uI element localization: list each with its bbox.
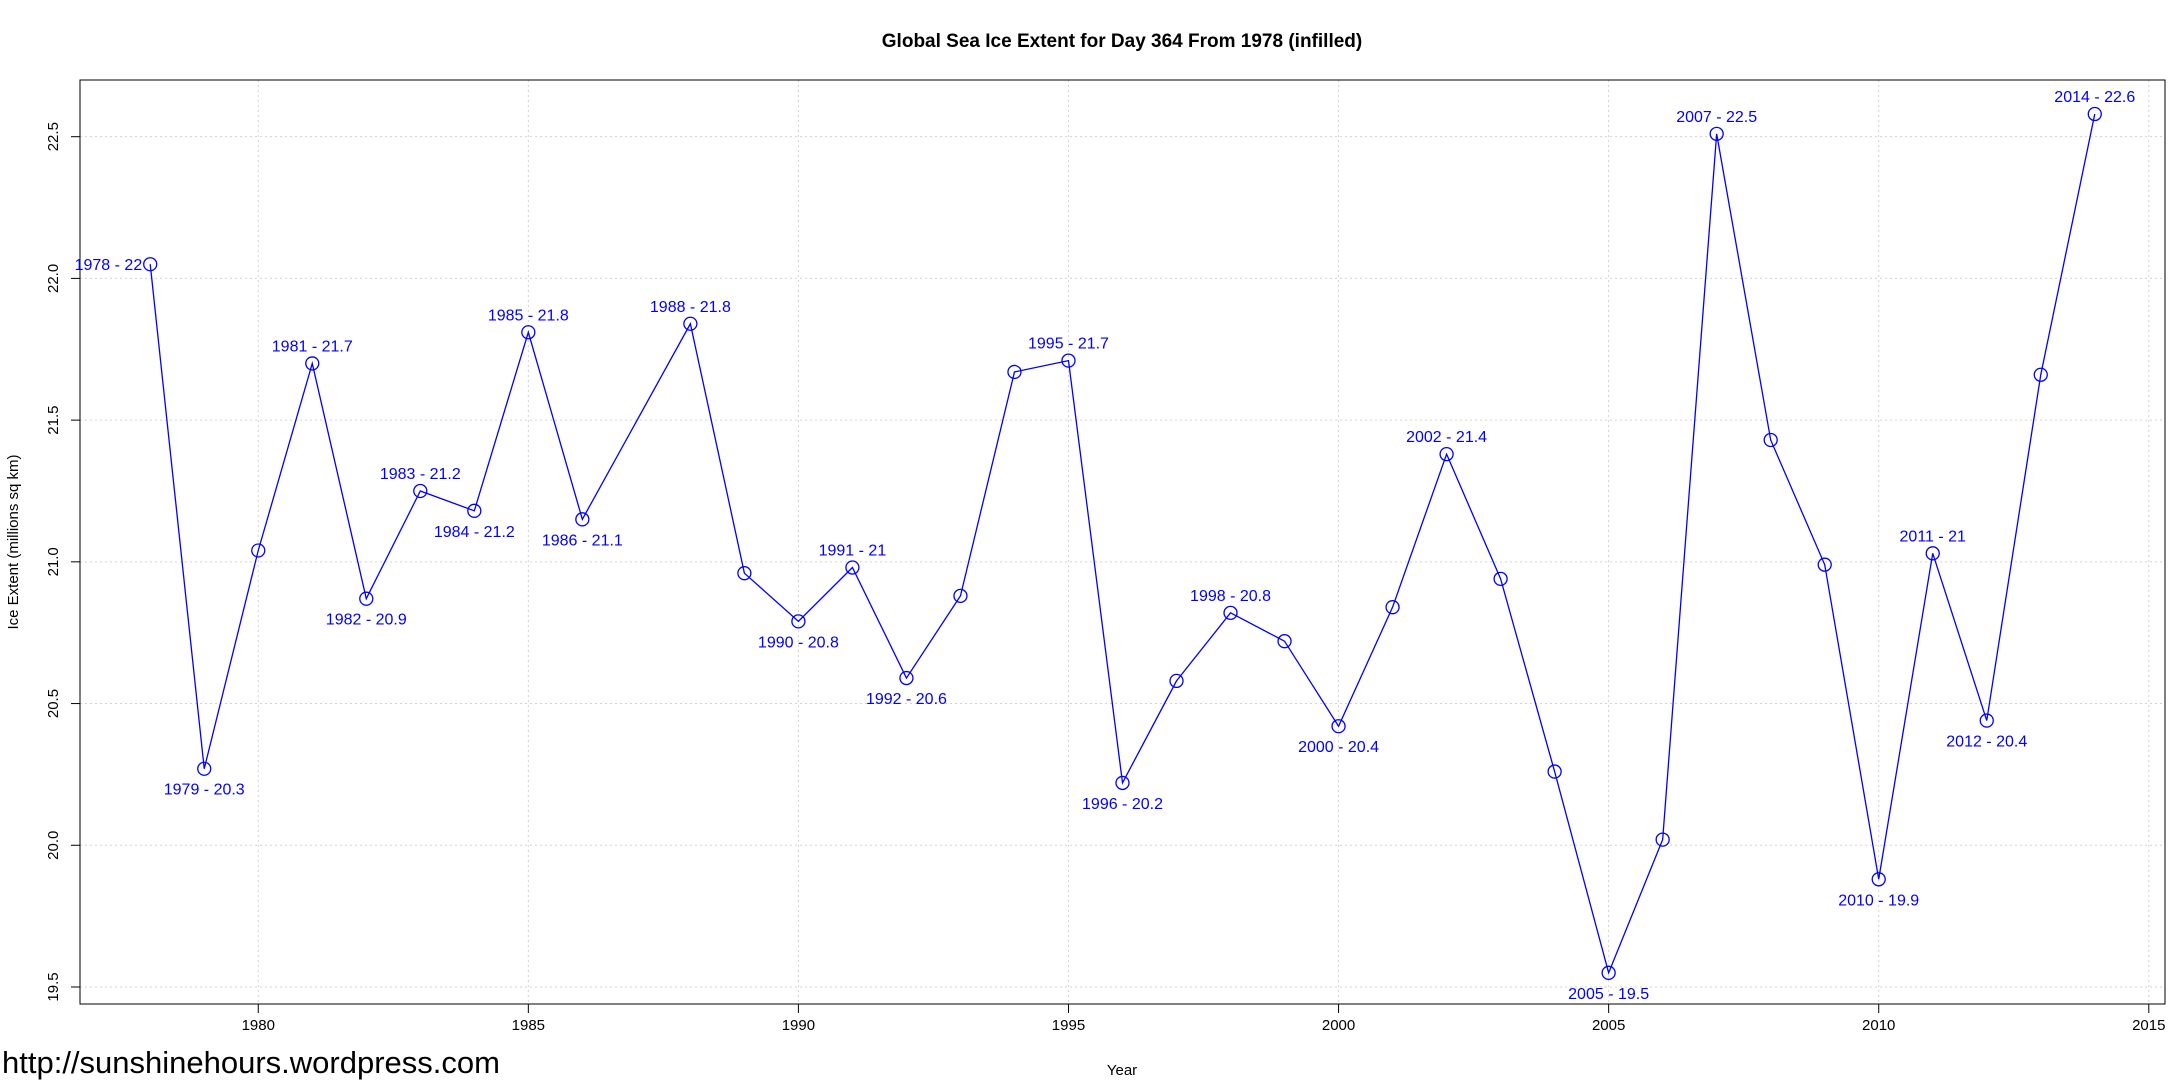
data-label: 1982 - 20.9 — [326, 612, 407, 629]
data-point — [683, 316, 698, 331]
data-label: 1992 - 20.6 — [866, 691, 947, 708]
data-point — [1925, 546, 1940, 561]
data-label: 2010 - 19.9 — [1838, 892, 1919, 909]
data-point — [251, 543, 266, 558]
data-label: 1988 - 21.8 — [650, 299, 731, 316]
data-point — [197, 761, 212, 776]
data-point — [899, 670, 914, 686]
x-tick-label: 2005 — [1592, 1017, 1625, 1034]
data-point — [359, 591, 374, 606]
data-label: 2007 - 22.5 — [1676, 109, 1757, 126]
data-point — [2087, 106, 2102, 122]
data-point — [1709, 126, 1724, 142]
data-label: 1984 - 21.2 — [434, 524, 515, 541]
data-point — [1007, 364, 1022, 380]
series-line — [149, 113, 2096, 975]
data-point — [1547, 764, 1562, 779]
data-label: 2002 - 21.4 — [1406, 429, 1487, 446]
data-label: 1983 - 21.2 — [380, 466, 461, 483]
x-tick-label: 1995 — [1052, 1017, 1085, 1034]
x-axis-label: Year — [1107, 1062, 1137, 1079]
data-label: 1998 - 20.8 — [1190, 588, 1271, 605]
data-label: 1995 - 21.7 — [1028, 336, 1109, 353]
data-point — [1655, 832, 1670, 847]
y-tick-label: 21.5 — [45, 406, 62, 435]
y-tick-label: 20.0 — [45, 831, 62, 860]
data-label: 1991 - 21 — [819, 543, 887, 560]
data-point — [1169, 673, 1184, 689]
data-point — [1871, 872, 1886, 887]
x-tick-label: 2010 — [1862, 1017, 1895, 1034]
data-point — [2033, 367, 2048, 382]
data-label: 2014 - 22.6 — [2054, 89, 2135, 106]
data-label: 2012 - 20.4 — [1946, 734, 2027, 751]
data-point — [1061, 353, 1076, 368]
data-point — [521, 325, 536, 340]
data-point — [1277, 634, 1292, 649]
data-point — [953, 588, 968, 604]
data-point — [1385, 600, 1400, 615]
plot-frame — [79, 79, 2166, 1005]
data-label: 2000 - 20.4 — [1298, 739, 1379, 756]
y-tick-label: 22.5 — [45, 122, 62, 151]
data-label: 1981 - 21.7 — [272, 338, 353, 355]
data-point — [575, 512, 590, 527]
x-tick-label: 2015 — [2132, 1017, 2165, 1034]
data-point — [737, 566, 752, 581]
watermark: http://sunshinehours.wordpress.com — [2, 1045, 500, 1080]
data-point — [1601, 965, 1616, 980]
data-point — [1331, 719, 1346, 734]
data-label: 2005 - 19.5 — [1568, 986, 1649, 1003]
data-labels: 1978 - 22 1979 - 20.3 1981 - 21.7 1982 - 20… — [75, 89, 2136, 1003]
data-label: 2011 - 21 — [1900, 528, 1967, 545]
x-tick-label: 1985 — [512, 1017, 545, 1034]
data-point — [467, 503, 482, 518]
data-label: 1978 - 22 — [75, 257, 143, 274]
data-label: 1985 - 21.8 — [488, 307, 569, 324]
y-axis-label: Ice Extent (millions sq km) — [5, 454, 22, 629]
data-label: 1979 - 20.3 — [164, 782, 245, 799]
data-label: 1986 - 21.1 — [542, 532, 623, 549]
data-point — [1439, 446, 1454, 462]
x-tick-label: 1980 — [242, 1017, 275, 1034]
data-label: 1996 - 20.2 — [1082, 796, 1163, 813]
grid — [80, 80, 2165, 1004]
data-point — [1763, 432, 1778, 448]
y-tick-label: 22.0 — [45, 264, 62, 293]
data-point — [1115, 775, 1130, 791]
y-tick-label: 20.5 — [45, 689, 62, 718]
y-tick-label: 21.0 — [45, 547, 62, 576]
x-tick-label: 2000 — [1322, 1017, 1355, 1034]
data-point — [143, 257, 158, 272]
data-point — [1817, 557, 1832, 572]
data-point — [413, 483, 428, 499]
data-point — [1979, 713, 1994, 728]
y-tick-label: 19.5 — [45, 972, 62, 1001]
data-label: 1990 - 20.8 — [758, 634, 839, 651]
chart-title: Global Sea Ice Extent for Day 364 From 1… — [882, 31, 1362, 52]
series — [143, 106, 2102, 980]
data-point — [305, 356, 320, 371]
data-point — [1493, 571, 1508, 586]
data-point — [791, 614, 806, 629]
data-point — [1223, 605, 1238, 621]
x-tick-label: 1990 — [782, 1017, 815, 1034]
axes: 1980 1985 1990 1995 2000 2005 2010 2015 19.5 20.0… — [45, 122, 2165, 1034]
data-point — [845, 560, 860, 575]
